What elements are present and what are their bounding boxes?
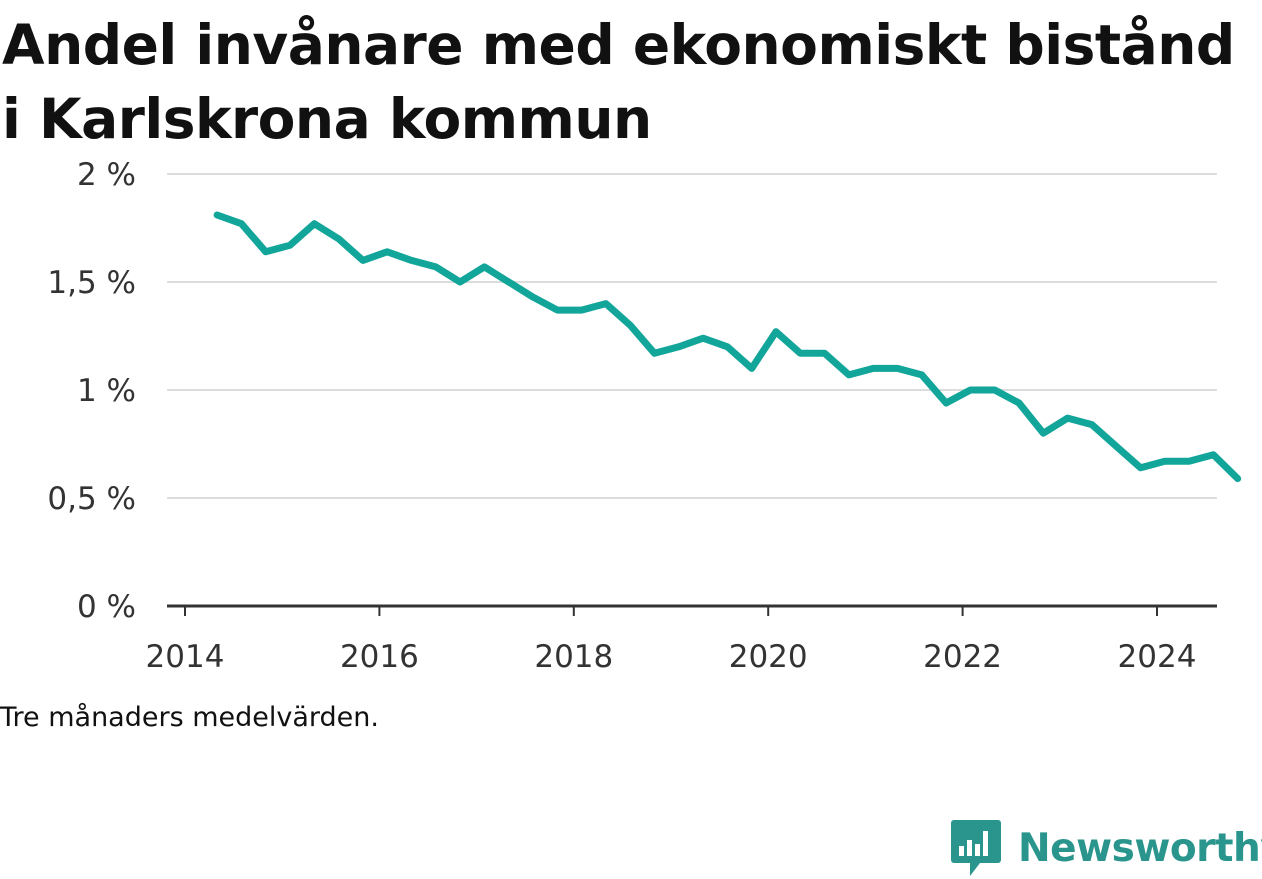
y-tick-label: 2 % [77,157,136,193]
x-tick-label: 2020 [729,639,808,675]
brand-name: Newsworthy [1018,825,1262,871]
brand: Newsworthy [950,818,1262,878]
series-layer [213,211,1242,483]
chart-note: Tre månaders medelvärden. [0,702,379,733]
x-tick-label: 2016 [340,639,419,675]
x-tick-label: 2022 [923,639,1002,675]
newsworthy-logo-icon [951,820,1001,876]
y-tick-label: 0,5 % [47,481,136,517]
x-axis: 2014 2016 2018 2020 2022 2024 [146,604,1217,675]
y-tick-label: 0 % [77,589,136,625]
gridlines [167,173,1217,499]
line-chart: 0 % 0,5 % 1 % 1,5 % 2 % 2014 2016 2018 2020 2022… [47,157,1242,675]
x-tick-label: 2014 [146,639,225,675]
series-line [213,211,1242,483]
y-tick-label: 1,5 % [47,265,136,301]
y-tick-label: 1 % [77,373,136,409]
page-title: Andel invånare med ekonomiskt bistånd i … [2,13,1235,151]
x-tick-label: 2024 [1118,639,1197,675]
x-tick-label: 2018 [534,639,613,675]
y-axis: 0 % 0,5 % 1 % 1,5 % 2 % [47,157,136,625]
